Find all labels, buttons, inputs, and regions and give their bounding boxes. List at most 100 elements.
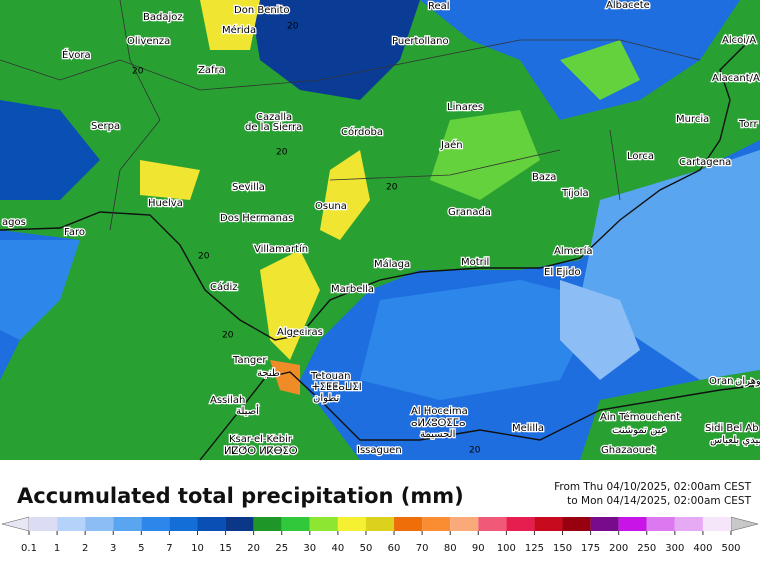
- city-label: Ain Témouchent: [600, 411, 680, 423]
- city-label: El Ejido: [544, 267, 581, 278]
- city-label: عين تموشنت: [612, 425, 667, 436]
- colorbar-box: [590, 517, 619, 531]
- colorbar-box: [309, 517, 338, 531]
- colorbar-box: [337, 517, 366, 531]
- city-label: Zafra: [198, 65, 225, 76]
- city-label: Algeciras: [277, 327, 323, 338]
- colorbar-tick-label: 1: [54, 543, 60, 554]
- contour-label: 20: [469, 446, 481, 456]
- city-label: Córdoba: [341, 126, 383, 138]
- colorbar-tick-label: 80: [444, 543, 457, 554]
- colorbar-box: [674, 517, 703, 531]
- colorbar-box: [646, 517, 675, 531]
- period-end: to Mon 04/14/2025, 02:00am CEST: [567, 495, 751, 507]
- city-label: Murcia: [676, 114, 709, 125]
- city-label: Málaga: [374, 258, 410, 270]
- city-label: سيدي بلعباس: [710, 435, 760, 446]
- colorbar-tick-label: 10: [191, 543, 204, 554]
- colorbar-box: [141, 517, 170, 531]
- contour-label: 20: [386, 183, 398, 193]
- city-label: Tanger: [232, 355, 267, 366]
- city-label: de la Sierra: [245, 122, 302, 133]
- city-label: Cádiz: [210, 281, 238, 293]
- contour-label: 20: [276, 148, 288, 158]
- city-label: Granada: [448, 207, 491, 218]
- city-label: Ghazaouet: [601, 445, 655, 456]
- city-label: Puertollano: [392, 36, 449, 47]
- city-label: Alcoi/A: [722, 35, 756, 46]
- city-label: Assilah: [210, 395, 245, 406]
- colorbar-box: [85, 517, 114, 531]
- colorbar-box: [450, 517, 479, 531]
- city-label: Cartagena: [679, 157, 731, 168]
- city-label: Tetouan: [310, 371, 350, 382]
- colorbar-tick-label: 400: [693, 543, 712, 554]
- colorbar-tick-label: 20: [247, 543, 260, 554]
- city-label: Cazalla: [256, 112, 292, 123]
- colorbar-tick-label: 90: [472, 543, 485, 554]
- city-label: Jaén: [440, 139, 463, 151]
- colorbar-box: [534, 517, 563, 531]
- city-label: Lorca: [627, 151, 654, 162]
- city-label: وهران: [735, 376, 760, 387]
- colorbar-box: [281, 517, 310, 531]
- colorbar-box: [29, 517, 58, 531]
- city-label: Torr: [738, 119, 758, 130]
- city-label: Villamartín: [254, 243, 308, 255]
- city-label: Olivenza: [127, 36, 170, 47]
- contour-label: 20: [198, 252, 210, 262]
- colorbar-over: [730, 516, 759, 532]
- city-label: Dos Hermanas: [220, 213, 293, 224]
- colorbar-box: [478, 517, 507, 531]
- colorbar-box: [365, 517, 395, 531]
- city-label: Alacant/A: [712, 73, 760, 84]
- colorbar-tick-label: 125: [525, 543, 544, 554]
- city-label: Linares: [447, 102, 483, 113]
- city-label: Osuna: [315, 201, 347, 212]
- city-label: Real: [428, 1, 450, 12]
- city-label: Serpa: [91, 121, 120, 132]
- city-label: Almería: [554, 245, 593, 257]
- colorbar-tick-label: 100: [497, 543, 516, 554]
- colorbar-tick-label: 3: [110, 543, 116, 554]
- city-label: Al Hoceima: [411, 406, 468, 417]
- colorbar-tick-label: 300: [665, 543, 684, 554]
- city-label: Badajoz: [143, 12, 183, 23]
- city-label: Ksar-el-Kebir: [229, 434, 293, 445]
- city-label: تطوان: [313, 393, 339, 404]
- city-label: agos: [2, 217, 26, 228]
- colorbar-box: [225, 517, 254, 531]
- city-label: Motril: [461, 257, 489, 268]
- legend-title: Accumulated total precipitation (mm): [17, 484, 464, 508]
- colorbar-tick-label: 40: [332, 543, 345, 554]
- city-label: طنجة: [257, 368, 280, 379]
- colorbar-box: [506, 517, 535, 531]
- city-label: Baza: [532, 172, 556, 183]
- city-label: Sevilla: [232, 182, 265, 193]
- city-label: Faro: [64, 227, 85, 238]
- colorbar-tick-label: 30: [303, 543, 316, 554]
- colorbar-tick-label: 200: [609, 543, 628, 554]
- colorbar-tick-label: 5: [138, 543, 144, 554]
- colorbar-tick-label: 60: [388, 543, 401, 554]
- city-label: أصيلة: [236, 404, 259, 417]
- colorbar-box: [169, 517, 198, 531]
- colorbar-box: [702, 517, 731, 531]
- contour-label: 20: [287, 22, 299, 32]
- colorbar-tick-label: 70: [416, 543, 429, 554]
- colorbar-tick-label: 15: [219, 543, 232, 554]
- city-label: Sidi Bel Ab: [705, 423, 759, 434]
- colorbar-box: [562, 517, 591, 531]
- contour-label: 20: [132, 67, 144, 77]
- colorbar-tick-label: 250: [637, 543, 656, 554]
- city-label: Mérida: [222, 24, 256, 36]
- colorbar-box: [57, 517, 86, 531]
- city-label: Albacete: [606, 0, 650, 11]
- colorbar-under: [1, 516, 30, 532]
- colorbar-box: [422, 517, 451, 531]
- city-label: Évora: [62, 48, 91, 61]
- city-label: Oran: [709, 376, 733, 387]
- city-label: ⵍⵇⵚⵔ ⵍⴽⴱⵉⵔ: [224, 446, 298, 457]
